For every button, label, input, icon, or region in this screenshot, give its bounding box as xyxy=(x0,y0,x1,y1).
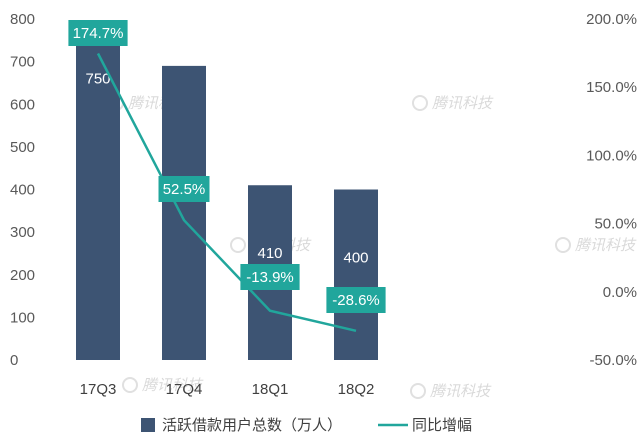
watermark-logo-5 xyxy=(555,237,571,253)
left-tick-label: 0 xyxy=(10,352,18,369)
x-tick-label: 18Q2 xyxy=(338,381,375,398)
left-tick-label: 800 xyxy=(10,11,35,28)
legend-label-line: 同比增幅 xyxy=(412,416,472,434)
x-tick-label: 17Q3 xyxy=(80,381,117,398)
legend: 活跃借款用户总数（万人） 同比增幅 xyxy=(141,416,472,434)
data-label: -13.9% xyxy=(246,269,294,286)
bar xyxy=(334,189,378,360)
left-tick-label: 600 xyxy=(10,96,35,113)
watermark-logo-1 xyxy=(412,95,428,111)
watermark-text-4: 腾讯科技 xyxy=(142,376,204,394)
left-tick-label: 500 xyxy=(10,139,35,156)
right-tick-label: 150.0% xyxy=(586,79,637,96)
bar xyxy=(162,65,206,360)
left-tick-label: 200 xyxy=(10,267,35,284)
bar-value-label: 410 xyxy=(257,245,282,262)
left-y-axis: 0 100 200 300 400 500 600 700 800 xyxy=(10,11,35,369)
bar-value-label: 750 xyxy=(85,70,110,87)
left-tick-label: 300 xyxy=(10,224,35,241)
data-label-box xyxy=(240,264,300,290)
bar-value-label: 400 xyxy=(343,250,368,267)
data-label-box xyxy=(68,20,128,46)
x-tick-label: 17Q4 xyxy=(166,381,203,398)
legend-swatch-bar xyxy=(141,418,155,432)
bar xyxy=(76,40,120,360)
left-tick-label: 100 xyxy=(10,309,35,326)
left-tick-label: 400 xyxy=(10,182,35,199)
data-label: 52.5% xyxy=(163,181,206,198)
watermark-logo-2 xyxy=(410,383,426,399)
watermark-text-1: 腾讯科技 xyxy=(432,94,494,112)
series-line xyxy=(96,52,357,333)
watermarks: 腾讯科技腾讯科技腾讯科技腾讯科技腾讯科技腾讯科技 xyxy=(108,94,637,400)
right-tick-label: 0.0% xyxy=(603,284,637,301)
left-tick-label: 700 xyxy=(10,54,35,71)
right-tick-label: 100.0% xyxy=(586,147,637,164)
watermark-logo-4 xyxy=(122,377,138,393)
x-tick-label: 18Q1 xyxy=(252,381,289,398)
legend-label-bar: 活跃借款用户总数（万人） xyxy=(162,416,342,434)
right-tick-label: 200.0% xyxy=(586,11,637,28)
right-tick-label: 50.0% xyxy=(594,216,637,233)
data-label: 174.7% xyxy=(73,25,124,42)
data-label-box xyxy=(326,287,386,313)
right-y-axis: -50.0% 0.0% 50.0% 100.0% 150.0% 200.0% xyxy=(586,11,637,369)
watermark-text-2: 腾讯科技 xyxy=(430,382,492,400)
watermark-text-5: 腾讯科技 xyxy=(575,236,637,254)
line-series: 174.7% 52.5% -13.9% -28.6% xyxy=(68,20,386,333)
right-tick-label: -50.0% xyxy=(589,352,637,369)
data-label: -28.6% xyxy=(332,292,380,309)
x-axis: 17Q3 17Q4 18Q1 18Q2 xyxy=(80,381,375,398)
bar-value-label: 690 xyxy=(171,51,196,68)
watermark-logo-3 xyxy=(230,237,246,253)
data-label-box xyxy=(158,176,210,202)
